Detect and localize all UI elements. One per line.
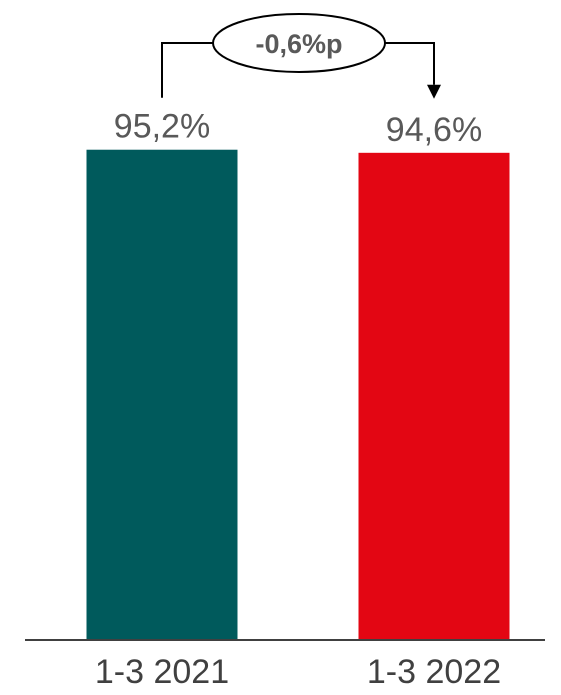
- value-label-2: 94,6%: [386, 111, 482, 149]
- difference-label: -0,6%p: [255, 29, 342, 59]
- difference-bubble: [212, 13, 386, 73]
- bar-1: [86, 149, 238, 640]
- labels-group: 95,2% 1-3 2021 94,6% 1-3 2022: [95, 108, 501, 691]
- bars-group: [86, 149, 510, 640]
- difference-annotation: -0,6%p: [161, 13, 441, 99]
- category-label-2: 1-3 2022: [367, 653, 501, 691]
- bar-2: [358, 152, 510, 640]
- value-label-1: 95,2%: [114, 108, 210, 146]
- category-label-1: 1-3 2021: [95, 653, 229, 691]
- arrow-down-icon: [427, 84, 441, 99]
